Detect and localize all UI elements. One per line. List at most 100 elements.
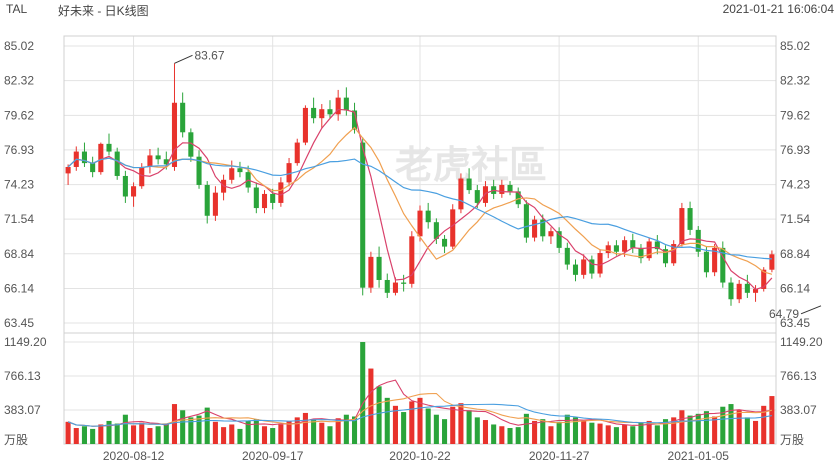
volume-bar xyxy=(753,420,759,444)
volume-bar xyxy=(507,428,513,444)
candle-body xyxy=(81,151,87,164)
symbol-label: TAL xyxy=(6,2,28,16)
candle-body xyxy=(753,288,759,293)
candle-body xyxy=(319,109,325,119)
candle-body xyxy=(311,107,317,119)
date-tick-label: 2020-09-17 xyxy=(242,449,304,463)
volume-bar xyxy=(687,415,693,444)
price-tick-label-right: 79.62 xyxy=(780,108,810,122)
volume-bar xyxy=(458,403,464,444)
candle-body xyxy=(720,247,726,283)
volume-bar xyxy=(736,410,742,444)
volume-bar xyxy=(327,426,333,444)
volume-bar xyxy=(695,413,701,444)
chart-title: 好未来 - 日K线图 xyxy=(58,4,149,18)
candle-body xyxy=(515,191,521,205)
candle-body xyxy=(139,166,145,187)
volume-bar xyxy=(638,422,644,444)
price-tick-label-left: 71.54 xyxy=(4,212,34,226)
volume-bar xyxy=(581,420,587,444)
volume-bar xyxy=(376,386,382,444)
volume-bar xyxy=(270,428,276,444)
candle-body xyxy=(572,264,579,275)
volume-bar xyxy=(646,420,652,444)
volume-bar xyxy=(679,410,685,444)
volume-unit-left: 万股 xyxy=(4,433,28,447)
grid xyxy=(63,35,777,445)
price-ma20-line xyxy=(67,157,772,260)
candle-body xyxy=(482,186,489,203)
volume-bar xyxy=(302,412,308,444)
candle-body xyxy=(368,256,374,288)
volume-bar xyxy=(572,417,579,444)
annotation-label: 83.67 xyxy=(194,48,224,62)
volume-bar xyxy=(196,415,202,444)
volume-bar xyxy=(229,424,235,444)
volume-bar xyxy=(237,428,243,444)
volume-bars xyxy=(65,342,775,444)
volume-bar xyxy=(221,427,227,444)
volume-bar xyxy=(630,426,636,444)
volume-bar xyxy=(523,413,529,444)
volume-tick-label-right: 766.13 xyxy=(780,369,817,383)
volume-bar xyxy=(671,417,677,444)
price-tick-label-left: 82.32 xyxy=(4,74,34,88)
candle-body xyxy=(425,210,431,223)
volume-bar xyxy=(122,414,128,444)
volume-bar xyxy=(548,426,554,444)
candle-body xyxy=(466,178,472,191)
candle-body xyxy=(622,240,628,252)
candle-body xyxy=(384,279,390,293)
candle-body xyxy=(343,97,349,111)
volume-tick-label-left: 766.13 xyxy=(4,369,41,383)
candle-body xyxy=(155,155,161,160)
annotation-leader xyxy=(174,54,193,64)
volume-bar xyxy=(466,410,472,444)
candle-body xyxy=(662,249,669,264)
candle-body xyxy=(122,175,128,197)
candle-body xyxy=(360,142,366,288)
candle-body xyxy=(597,253,603,274)
volume-bar xyxy=(409,401,415,444)
candle-body xyxy=(523,204,529,238)
price-tick-label-right: 85.02 xyxy=(780,39,810,53)
volume-bar xyxy=(515,427,521,444)
price-tick-label-right: 66.14 xyxy=(780,281,810,295)
candle-body xyxy=(237,168,243,173)
volume-ma20-line xyxy=(67,403,773,427)
volume-bar xyxy=(744,417,750,444)
volume-bar xyxy=(351,416,358,444)
price-tick-label-right: 63.45 xyxy=(780,316,810,330)
candle-body xyxy=(507,184,513,192)
price-tick-label-left: 66.14 xyxy=(4,281,34,295)
candle-body xyxy=(180,102,186,133)
volume-tick-label-left: 1149.20 xyxy=(4,335,47,349)
price-tick-label-right: 74.23 xyxy=(780,178,810,192)
moving-averages xyxy=(67,108,773,427)
volume-bar xyxy=(90,428,96,444)
volume-tick-label-left: 383.07 xyxy=(4,403,41,417)
volume-bar xyxy=(728,404,734,444)
candle-body xyxy=(564,247,570,265)
volume-bar xyxy=(613,427,619,444)
volume-bar xyxy=(343,414,349,444)
candle-body xyxy=(695,229,701,252)
candle-body xyxy=(499,184,505,194)
volume-bar xyxy=(712,416,718,444)
candle-body xyxy=(548,231,554,237)
candle-body xyxy=(171,102,178,167)
volume-bar xyxy=(212,421,218,444)
volume-bar xyxy=(442,419,448,444)
candles xyxy=(65,63,775,306)
price-tick-label-left: 68.84 xyxy=(4,247,34,261)
volume-bar xyxy=(433,414,439,444)
candle-body xyxy=(147,155,153,167)
volume-bar xyxy=(335,418,341,444)
price-tick-label-left: 79.62 xyxy=(4,108,34,122)
candle-body xyxy=(605,245,611,254)
volume-bar xyxy=(147,428,153,444)
candle-body xyxy=(613,245,619,252)
price-tick-label-left: 76.93 xyxy=(4,143,34,157)
candle-body xyxy=(744,283,750,293)
